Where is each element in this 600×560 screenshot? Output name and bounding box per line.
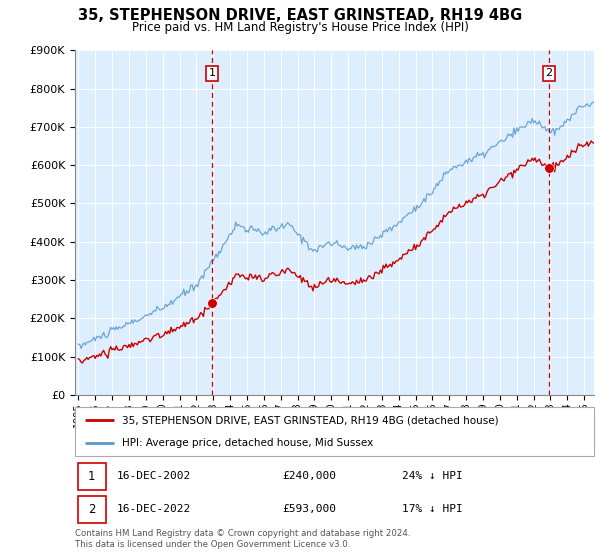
Text: £240,000: £240,000 xyxy=(283,472,337,482)
Bar xyxy=(77,496,106,523)
Text: 1: 1 xyxy=(208,68,215,78)
Text: 35, STEPHENSON DRIVE, EAST GRINSTEAD, RH19 4BG (detached house): 35, STEPHENSON DRIVE, EAST GRINSTEAD, RH… xyxy=(122,416,499,426)
Text: 24% ↓ HPI: 24% ↓ HPI xyxy=(402,472,463,482)
Text: HPI: Average price, detached house, Mid Sussex: HPI: Average price, detached house, Mid … xyxy=(122,438,373,448)
Text: 17% ↓ HPI: 17% ↓ HPI xyxy=(402,504,463,514)
Text: 2: 2 xyxy=(545,68,553,78)
Text: 16-DEC-2022: 16-DEC-2022 xyxy=(116,504,191,514)
Text: £593,000: £593,000 xyxy=(283,504,337,514)
Bar xyxy=(77,463,106,491)
Text: 1: 1 xyxy=(88,470,95,483)
Text: Price paid vs. HM Land Registry's House Price Index (HPI): Price paid vs. HM Land Registry's House … xyxy=(131,21,469,34)
Text: 2: 2 xyxy=(88,503,95,516)
Text: 16-DEC-2002: 16-DEC-2002 xyxy=(116,472,191,482)
Text: 35, STEPHENSON DRIVE, EAST GRINSTEAD, RH19 4BG: 35, STEPHENSON DRIVE, EAST GRINSTEAD, RH… xyxy=(78,8,522,24)
Text: Contains HM Land Registry data © Crown copyright and database right 2024.
This d: Contains HM Land Registry data © Crown c… xyxy=(75,529,410,549)
